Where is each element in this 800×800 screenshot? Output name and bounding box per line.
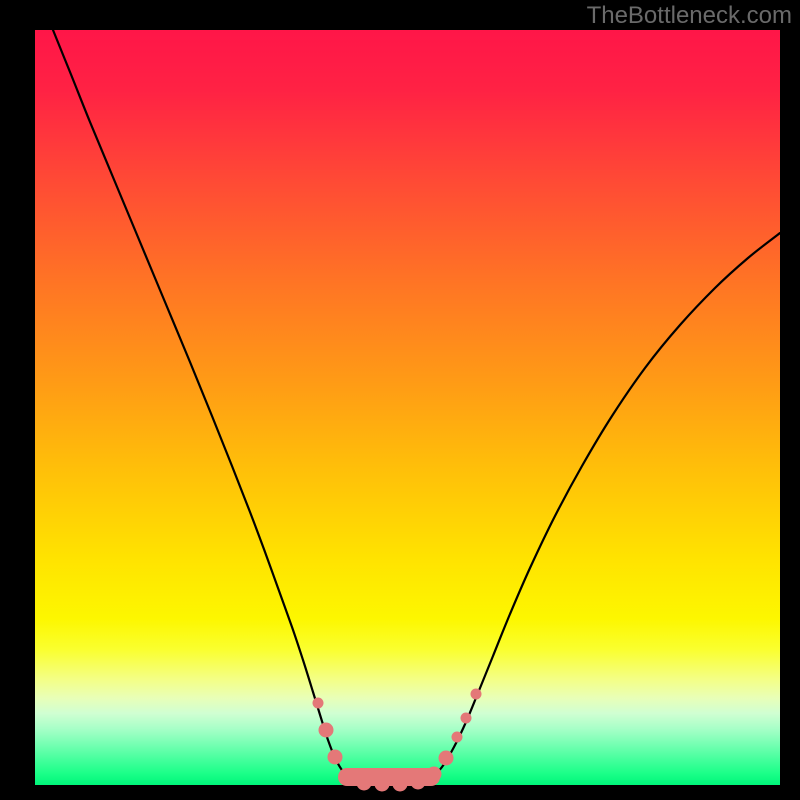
data-marker xyxy=(411,775,426,790)
data-marker xyxy=(341,769,356,784)
data-marker xyxy=(471,689,482,700)
watermark-text: TheBottleneck.com xyxy=(587,2,792,30)
data-marker xyxy=(375,777,390,792)
data-marker xyxy=(393,777,408,792)
data-marker xyxy=(357,776,372,791)
data-marker xyxy=(328,750,343,765)
chart-frame: TheBottleneck.com xyxy=(0,0,800,800)
data-marker xyxy=(427,767,442,782)
data-marker xyxy=(452,732,463,743)
chart-svg xyxy=(35,30,780,785)
gradient-background xyxy=(35,30,780,785)
data-marker xyxy=(313,698,324,709)
data-marker xyxy=(461,713,472,724)
plot-area xyxy=(35,30,780,785)
data-marker xyxy=(319,723,334,738)
data-marker xyxy=(439,751,454,766)
